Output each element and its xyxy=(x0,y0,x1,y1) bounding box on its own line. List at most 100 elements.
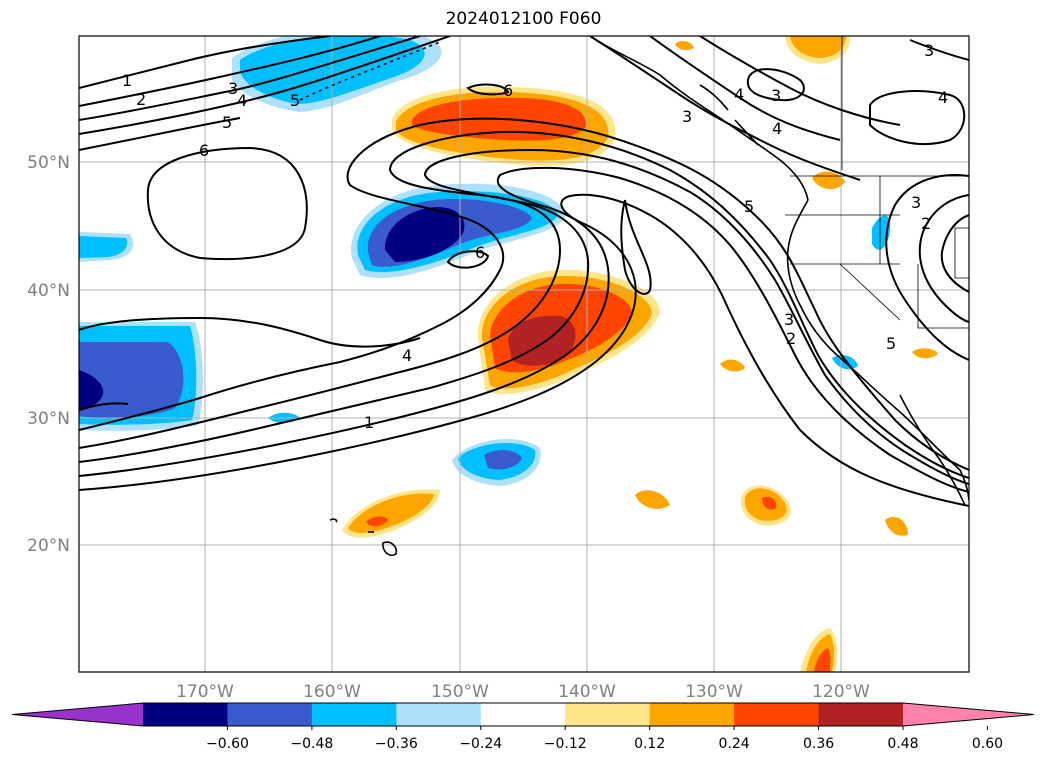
contour-north-coast-2 xyxy=(649,36,841,141)
contour-label: 1 xyxy=(122,71,132,90)
colorbar-tick-label: 0.48 xyxy=(887,736,918,752)
positive-region-east-1-core xyxy=(762,496,777,510)
contour-trough-5 xyxy=(79,193,969,507)
contour-3-north xyxy=(79,36,421,121)
colorbar-tick-label: −0.24 xyxy=(459,736,502,752)
contour-label: 6 xyxy=(199,141,209,160)
positive-region-hawaii-core xyxy=(366,516,388,527)
contour-label: 5 xyxy=(290,91,300,110)
bc-islands xyxy=(699,84,759,146)
contour-north-coast-3 xyxy=(699,36,901,126)
contour-label: 4 xyxy=(772,119,782,138)
positive-anomaly-regions xyxy=(342,36,938,672)
colorbar-extend-high xyxy=(903,703,1034,726)
contour-1-north xyxy=(79,36,331,89)
contour-3-closed xyxy=(746,68,805,102)
contour-label: 3 xyxy=(682,107,692,126)
negative-region-west-low-blue xyxy=(79,342,184,418)
colorbar-tick-label: −0.48 xyxy=(290,736,333,752)
contour-ridge-east-3 xyxy=(940,214,969,293)
positive-region-south-tip-core xyxy=(814,648,831,672)
contour-label: 4 xyxy=(402,346,412,365)
contour-5-north xyxy=(79,117,241,151)
colorbar-tick-label: −0.36 xyxy=(375,736,418,752)
colorbar-segment xyxy=(480,703,566,726)
positive-region-east-2 xyxy=(635,490,670,509)
negative-anomaly-regions xyxy=(79,36,891,486)
contour-5-south-east xyxy=(620,199,652,295)
colorbar-segment xyxy=(565,703,651,726)
contour-2-north xyxy=(79,36,381,107)
lon-label: 120°W xyxy=(812,682,870,702)
contour-label: 2 xyxy=(136,90,146,109)
map-title: 2024012100 F060 xyxy=(445,9,602,29)
negative-region-central-core xyxy=(384,206,465,262)
negative-region-south-core xyxy=(484,450,522,470)
contour-ridge-east-2 xyxy=(918,194,969,323)
longitude-labels: 170°W 160°W 150°W 140°W 130°W 120°W xyxy=(176,682,870,702)
alaska-coast xyxy=(589,36,809,201)
contour-label: 5 xyxy=(744,197,754,216)
map-frame xyxy=(78,35,970,673)
coastlines xyxy=(299,36,969,557)
contour-west-low xyxy=(79,402,129,411)
map-plot-area: 1 2 3 4 5 6 6 6 4 1 5 3 4 3 4 3 2 3 2 5 … xyxy=(79,36,969,672)
contour-label: 1 xyxy=(364,413,374,432)
contour-label: 3 xyxy=(771,86,781,105)
hawaii-big-island xyxy=(382,541,398,557)
lat-label: 50°N xyxy=(27,153,70,173)
negative-region-west-low-core xyxy=(79,370,104,410)
contour-3-ne xyxy=(909,39,969,61)
colorbar-tick-label: 0.12 xyxy=(634,736,665,752)
negative-region-west-core xyxy=(79,236,128,258)
hawaii-small-2 xyxy=(329,518,338,523)
lon-label: 140°W xyxy=(558,682,616,702)
colorbar-segment xyxy=(396,703,482,726)
colorbar-extend-low xyxy=(12,703,143,726)
positive-region-east-4 xyxy=(720,359,745,372)
contour-labels: 1 2 3 4 5 6 6 6 4 1 5 3 4 3 4 3 2 3 2 5 … xyxy=(122,41,948,432)
aleutians xyxy=(299,41,441,101)
colorbar-tick-label: 0.60 xyxy=(972,736,1003,752)
positive-region-coast-3 xyxy=(675,41,694,51)
colorbar-segment xyxy=(143,703,228,726)
contour-trough-3 xyxy=(79,148,969,485)
contour-6-south-small xyxy=(446,250,490,269)
contour-label: 6 xyxy=(503,81,513,100)
colorbar-segment xyxy=(311,703,397,726)
contour-label: 3 xyxy=(924,41,934,60)
contour-label: 4 xyxy=(237,91,247,110)
contour-label: 5 xyxy=(886,334,896,353)
colorbar-segment xyxy=(649,703,735,726)
colorbar-outline xyxy=(11,702,1035,727)
contour-label: 3 xyxy=(784,310,794,329)
lon-label: 160°W xyxy=(303,682,361,702)
contour-label: 4 xyxy=(938,88,948,107)
contour-trough-outer xyxy=(79,117,969,471)
contour-ridge-east-1 xyxy=(885,174,969,361)
colorbar-segment xyxy=(818,703,904,726)
lon-label: 170°W xyxy=(176,682,234,702)
lat-label: 20°N xyxy=(27,536,70,556)
contour-north-coast xyxy=(589,36,861,181)
positive-region-east-3 xyxy=(885,516,908,536)
positive-region-coast-north-mid xyxy=(790,36,846,58)
contour-label: 3 xyxy=(228,79,238,98)
map-gridlines xyxy=(79,36,969,672)
contour-1-south xyxy=(79,316,421,348)
contour-trough-2 xyxy=(79,130,969,479)
contour-6-north-small xyxy=(466,83,510,96)
colorbar: −0.60 −0.48 −0.36 −0.24 −0.12 0.12 0.24 0.36 0.4… xyxy=(11,702,1035,752)
lon-label: 130°W xyxy=(685,682,743,702)
lon-label: 150°W xyxy=(431,682,489,702)
west-coast xyxy=(786,199,969,501)
contour-label: 2 xyxy=(786,329,796,348)
colorbar-segment xyxy=(734,703,820,726)
lat-label: 40°N xyxy=(27,281,70,301)
contour-6-closed xyxy=(146,146,308,261)
baja xyxy=(899,394,966,506)
state-borders xyxy=(785,36,969,329)
positive-region-east-5 xyxy=(912,348,938,359)
contour-label: 3 xyxy=(911,193,921,212)
